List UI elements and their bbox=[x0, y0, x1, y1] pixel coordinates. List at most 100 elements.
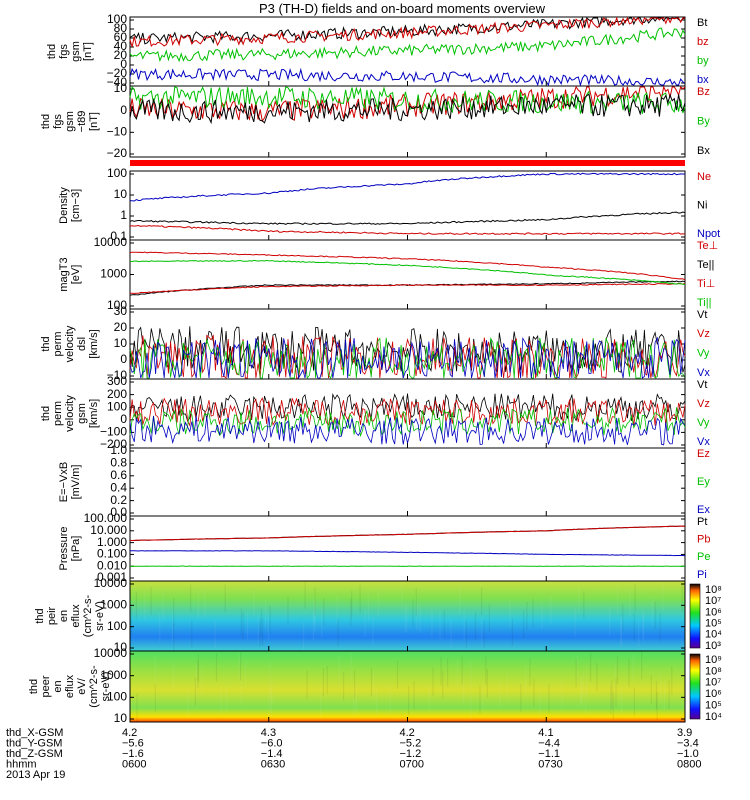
spectrogram-texture bbox=[136, 693, 138, 722]
legend-entry: Vt bbox=[697, 309, 707, 321]
spectrogram-texture bbox=[610, 684, 612, 714]
legend-entry: Vz bbox=[697, 398, 710, 410]
spectrogram-texture bbox=[532, 598, 534, 627]
x-axis-tick-label: 4.2 bbox=[400, 727, 415, 739]
spectrogram-texture bbox=[629, 588, 631, 617]
spectrogram-texture bbox=[610, 685, 612, 715]
y-tick-label: −40 bbox=[107, 75, 128, 89]
spectrogram-texture bbox=[499, 677, 501, 707]
spectrogram-texture bbox=[620, 617, 622, 646]
spectrogram-texture bbox=[431, 609, 433, 638]
spectrogram-image bbox=[130, 581, 685, 651]
spectrogram-texture bbox=[628, 658, 630, 687]
spectrogram-texture bbox=[612, 691, 614, 721]
traces-temperature bbox=[129, 251, 686, 296]
spectrogram-texture bbox=[130, 619, 132, 648]
spectrogram-texture bbox=[590, 652, 592, 682]
y-tick-label: 0.4 bbox=[110, 480, 127, 494]
spectrogram-texture bbox=[351, 590, 353, 619]
spectrogram-texture bbox=[574, 608, 576, 637]
spectrogram-texture bbox=[586, 665, 588, 694]
spectrogram-texture bbox=[443, 609, 445, 638]
spectrogram-texture bbox=[470, 692, 472, 721]
y-axis-label: gsm bbox=[64, 111, 76, 132]
y-tick-label: 1000 bbox=[100, 597, 127, 611]
x-axis-tick-label: 0800 bbox=[677, 759, 701, 771]
y-axis-label: [eV] bbox=[70, 265, 82, 285]
spectrogram-texture bbox=[662, 582, 664, 611]
spectrogram-texture bbox=[439, 611, 441, 640]
y-tick-label: 10 bbox=[114, 81, 128, 95]
spectrogram-texture bbox=[659, 613, 661, 642]
spectrogram-texture bbox=[650, 675, 652, 704]
panel-efield: 1.00.80.60.40.20.0 E=−VxB [mV/m] Ez Ey Ex bbox=[58, 443, 710, 519]
data-gap-bar bbox=[130, 160, 685, 166]
y-axis-label: velocity bbox=[64, 395, 76, 432]
series-line-Vz bbox=[129, 334, 686, 380]
legend-entry: Ti|| bbox=[697, 297, 711, 309]
legend-entry: Pt bbox=[697, 516, 707, 528]
spectrogram-texture bbox=[620, 618, 623, 647]
series-line-by bbox=[129, 27, 686, 63]
y-tick-label: 40 bbox=[114, 39, 128, 53]
series-line-Vx bbox=[129, 336, 686, 380]
spectrogram-texture bbox=[456, 660, 459, 690]
y-tick-label: 100 bbox=[107, 12, 127, 26]
spectrogram-texture bbox=[681, 584, 683, 613]
x-axis-row-label: thd_Z-GSM bbox=[6, 748, 63, 760]
y-tick-label: 30 bbox=[114, 304, 128, 318]
spectrogram-texture bbox=[576, 655, 578, 684]
series-line-Ni bbox=[129, 211, 686, 225]
plot-title: P3 (TH-D) fields and on-board moments ov… bbox=[259, 1, 546, 16]
spectrogram-texture bbox=[470, 660, 472, 689]
spectrogram-texture bbox=[321, 608, 323, 637]
spectrogram-texture bbox=[622, 604, 624, 633]
y-tick-label: 200 bbox=[107, 387, 127, 401]
x-axis-tick-label: −1.2 bbox=[400, 748, 422, 760]
spectrogram-texture bbox=[314, 587, 316, 616]
y-tick-label: 0 bbox=[120, 352, 127, 366]
spectrogram-texture bbox=[367, 593, 369, 622]
spectrogram-texture bbox=[313, 597, 315, 626]
y-axis-label: [nT] bbox=[88, 112, 100, 131]
y-tick-label: 1000 bbox=[100, 267, 127, 281]
spectrogram-texture bbox=[585, 685, 587, 715]
spectrogram-texture bbox=[312, 612, 314, 641]
y-tick-label: 0.0 bbox=[110, 505, 127, 519]
spectrogram-texture bbox=[529, 657, 531, 686]
y-tick-label: 10 bbox=[114, 187, 128, 201]
y-tick-label: 100.000 bbox=[84, 511, 128, 525]
y-axis-label: en bbox=[52, 680, 64, 692]
spectrogram-texture bbox=[238, 651, 240, 681]
colorbar-scale bbox=[689, 653, 701, 720]
spectrogram-texture bbox=[465, 620, 467, 649]
y-tick-label: 20 bbox=[114, 48, 128, 62]
y-tick-label: 10000 bbox=[94, 576, 128, 590]
spectrogram-texture bbox=[641, 651, 643, 680]
spectrogram-texture bbox=[253, 589, 255, 618]
y-tick-label: 10000 bbox=[94, 646, 128, 660]
spectrogram-texture bbox=[240, 608, 242, 637]
spectrogram-texture bbox=[482, 681, 484, 710]
colorbar-label: 10⁴ bbox=[705, 711, 722, 723]
spectrogram-texture bbox=[485, 656, 487, 685]
spectrogram-texture bbox=[359, 584, 361, 613]
legend-entry: Ey bbox=[697, 476, 710, 488]
legend-entry: by bbox=[697, 55, 709, 67]
spectrogram-texture bbox=[195, 665, 197, 694]
y-axis-label: (cm^2-s- bbox=[82, 594, 94, 637]
spectrogram-texture bbox=[440, 657, 442, 686]
y-tick-label: −10 bbox=[107, 368, 128, 382]
y-tick-label: 0.8 bbox=[110, 456, 127, 470]
series-line-Bx bbox=[129, 93, 686, 125]
legend-entry: Ne bbox=[697, 171, 711, 183]
x-axis-row-label: thd_X-GSM bbox=[6, 727, 63, 739]
y-axis-label: fgs bbox=[52, 114, 64, 129]
spectrogram-texture bbox=[190, 584, 192, 613]
legend-entry: Te|| bbox=[697, 259, 714, 271]
y-tick-label: 100 bbox=[107, 689, 127, 703]
spectrogram-texture bbox=[539, 691, 541, 721]
spectrogram-texture bbox=[633, 612, 635, 641]
spectrogram-texture bbox=[173, 598, 175, 627]
spectrogram-texture bbox=[242, 611, 244, 640]
